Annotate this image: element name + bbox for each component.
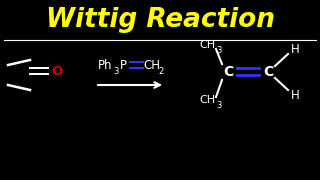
Text: H: H [291, 89, 300, 102]
Text: 3: 3 [113, 66, 119, 75]
Text: 2: 2 [158, 66, 164, 75]
Text: P: P [119, 58, 126, 71]
Text: C: C [223, 65, 233, 79]
Text: O: O [52, 64, 63, 78]
Text: CH: CH [199, 40, 215, 50]
Text: H: H [291, 42, 300, 55]
Text: 3: 3 [216, 100, 222, 109]
Text: C: C [263, 65, 273, 79]
Text: 3: 3 [216, 46, 222, 55]
Text: Ph: Ph [98, 58, 112, 71]
Text: Wittig Reaction: Wittig Reaction [45, 7, 275, 33]
Text: CH: CH [199, 95, 215, 105]
Text: CH: CH [143, 58, 161, 71]
